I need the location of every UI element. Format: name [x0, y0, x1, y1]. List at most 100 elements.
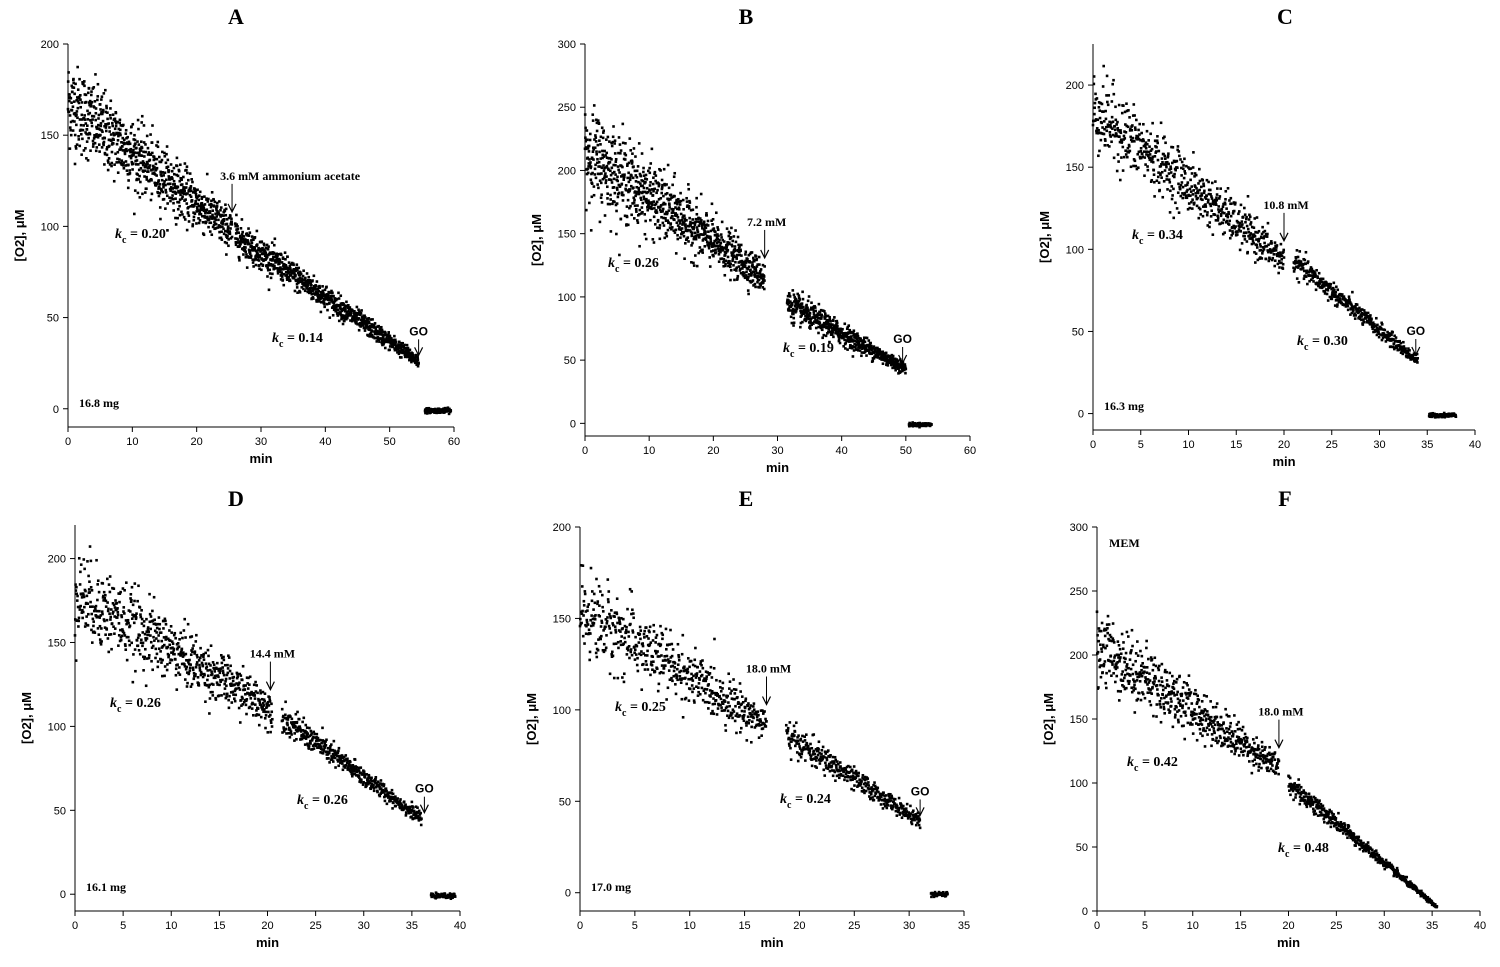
data-point [211, 217, 215, 220]
data-point [737, 247, 741, 250]
data-point [1215, 198, 1219, 202]
data-point [1251, 233, 1255, 236]
data-point [616, 179, 619, 183]
data-point [692, 264, 696, 267]
data-point [318, 284, 321, 288]
data-point [126, 135, 129, 139]
data-point [1324, 288, 1328, 291]
data-point [715, 211, 718, 215]
data-point [257, 259, 261, 262]
data-point [671, 211, 675, 214]
data-point [195, 210, 198, 213]
data-point [413, 356, 417, 360]
data-point [846, 348, 849, 351]
x-tick-label: 50 [384, 436, 396, 448]
data-point [1105, 74, 1109, 78]
data-point [251, 258, 254, 261]
data-point [139, 166, 143, 170]
data-point [1368, 323, 1372, 326]
data-point [584, 126, 587, 130]
data-point [1336, 303, 1339, 306]
data-point [280, 271, 283, 274]
data-point [322, 291, 325, 295]
data-point [68, 126, 72, 129]
data-point [156, 140, 160, 144]
data-point [342, 316, 346, 320]
data-point [663, 183, 667, 187]
data-point [1347, 295, 1351, 299]
data-point [1185, 183, 1189, 187]
data-point [635, 175, 639, 179]
data-point [1214, 219, 1218, 222]
data-point [1270, 240, 1273, 243]
data-point [1237, 212, 1240, 216]
data-point [1278, 266, 1281, 269]
data-point [1380, 338, 1384, 342]
data-point [128, 172, 132, 175]
data-point [817, 302, 821, 306]
data-point [625, 215, 629, 219]
data-point [635, 192, 638, 196]
data-point [408, 358, 411, 362]
data-point [1375, 316, 1378, 320]
data-point [203, 195, 206, 198]
data-point [93, 105, 96, 109]
data-point [1325, 292, 1329, 296]
y-tick-label: 150 [558, 229, 576, 241]
panel-title: B [739, 4, 754, 29]
data-point [745, 270, 748, 274]
data-point [309, 290, 313, 294]
data-point [1309, 266, 1313, 269]
data-point [254, 254, 258, 258]
data-point [683, 217, 687, 220]
data-point [1161, 160, 1164, 164]
data-point [719, 257, 722, 261]
data-point [726, 261, 730, 265]
data-point [693, 223, 697, 227]
data-point [225, 222, 229, 226]
data-point [1296, 266, 1300, 269]
data-point [415, 363, 419, 366]
data-point [850, 338, 854, 341]
data-point [118, 128, 122, 132]
data-point [845, 334, 848, 337]
data-point [229, 215, 232, 218]
data-point [108, 113, 112, 117]
data-point [621, 141, 625, 145]
data-point [709, 242, 713, 246]
data-point [836, 327, 840, 331]
data-point [154, 162, 158, 166]
data-point [604, 154, 607, 157]
data-point [306, 284, 309, 288]
data-point [89, 103, 93, 107]
data-point [1140, 131, 1143, 135]
data-point [1198, 188, 1201, 192]
data-point [1277, 251, 1280, 255]
data-point [645, 191, 648, 195]
data-point [1109, 126, 1113, 129]
data-point [1336, 288, 1340, 292]
data-point [1181, 192, 1184, 195]
data-point [712, 227, 716, 230]
data-point [180, 197, 184, 200]
data-point [667, 186, 671, 190]
data-point [137, 168, 141, 172]
data-point [202, 206, 206, 210]
data-point [1348, 300, 1352, 304]
data-point [147, 151, 151, 154]
data-point [1192, 189, 1196, 192]
data-point [376, 332, 379, 336]
data-point [194, 195, 198, 198]
data-point [444, 406, 447, 410]
data-point [626, 189, 630, 192]
data-point [105, 146, 109, 149]
data-point [851, 355, 855, 358]
data-point [252, 238, 255, 242]
data-point [377, 338, 381, 342]
data-point [221, 221, 225, 225]
data-point [712, 241, 715, 245]
data-point [1210, 209, 1214, 212]
data-point [268, 263, 271, 267]
data-point [1152, 168, 1156, 172]
